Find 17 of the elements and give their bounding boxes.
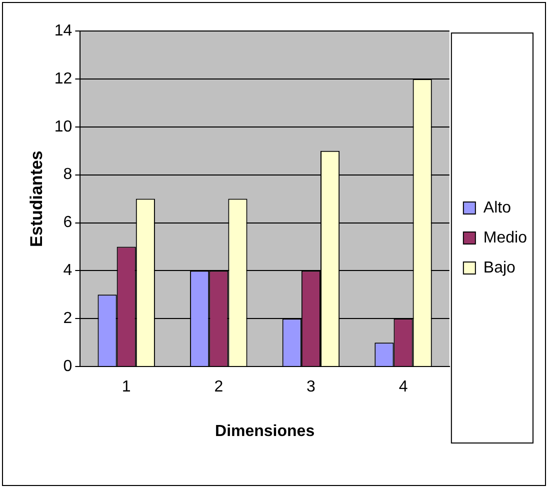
x-tick-label: 1 (122, 378, 131, 396)
y-tick-label: 6 (63, 214, 72, 232)
y-tick-label: 8 (63, 166, 72, 184)
legend-label: Alto (483, 199, 512, 216)
x-tick-label: 2 (214, 378, 224, 396)
x-tick-label: 4 (398, 378, 408, 396)
x-tick-label: 3 (306, 378, 316, 396)
legend-label: Medio (483, 229, 528, 246)
y-tick-label: 10 (54, 118, 72, 136)
y-tick-label: 0 (63, 358, 72, 376)
y-tick-label: 2 (63, 310, 72, 328)
y-axis-title: Estudiantes (26, 150, 46, 247)
y-tick-label: 14 (54, 22, 72, 40)
y-tick-label: 4 (63, 262, 72, 280)
legend-label: Bajo (483, 259, 516, 276)
y-tick-label: 12 (54, 70, 72, 88)
x-axis-title: Dimensiones (215, 422, 315, 440)
